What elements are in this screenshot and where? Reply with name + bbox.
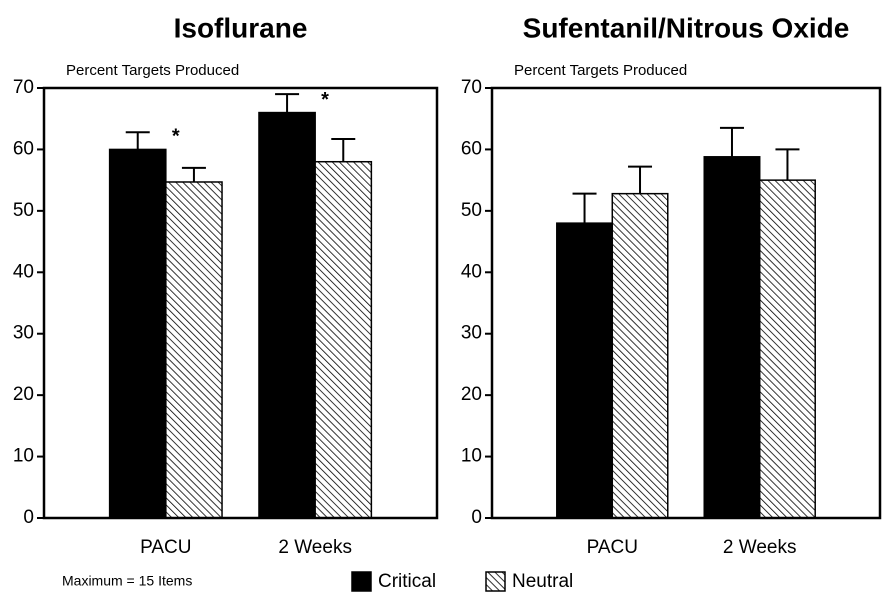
annotation: * xyxy=(172,126,180,148)
y-tick-label: 0 xyxy=(471,507,482,528)
y-tick-label: 40 xyxy=(13,261,34,282)
x-tick-label: PACU xyxy=(587,537,638,558)
bar xyxy=(258,111,316,519)
chart-title: Sufentanil/Nitrous Oxide xyxy=(523,12,850,43)
legend-label: Critical xyxy=(378,571,436,592)
y-tick-label: 70 xyxy=(13,77,34,98)
legend-swatch xyxy=(351,571,372,592)
y-tick-label: 60 xyxy=(461,138,482,159)
y-tick-label: 20 xyxy=(13,384,34,405)
legend-swatch xyxy=(485,571,506,592)
y-tick-label: 40 xyxy=(461,261,482,282)
y-axis-label: Percent Targets Produced xyxy=(66,62,239,79)
y-axis-label: Percent Targets Produced xyxy=(514,62,687,79)
y-tick-label: 30 xyxy=(13,323,34,344)
legend-label: Neutral xyxy=(512,571,573,592)
bar xyxy=(165,181,223,519)
plot-frame xyxy=(42,86,439,520)
y-tick-label: 30 xyxy=(461,323,482,344)
y-tick-label: 50 xyxy=(13,200,34,221)
x-tick-label: 2 Weeks xyxy=(278,537,352,558)
footnote: Maximum = 15 Items xyxy=(62,573,192,589)
y-tick-label: 10 xyxy=(461,446,482,467)
annotation: * xyxy=(321,89,329,111)
bar xyxy=(703,156,761,519)
plot-frame xyxy=(490,86,882,520)
y-tick-label: 60 xyxy=(13,138,34,159)
y-tick-label: 20 xyxy=(461,384,482,405)
bar xyxy=(556,222,614,519)
bar xyxy=(611,192,669,519)
y-tick-label: 70 xyxy=(461,77,482,98)
bar xyxy=(758,179,816,519)
chart-title: Isoflurane xyxy=(174,12,308,43)
bar xyxy=(108,148,167,519)
bar xyxy=(314,160,373,519)
x-tick-label: PACU xyxy=(140,537,191,558)
y-tick-label: 0 xyxy=(23,507,34,528)
y-tick-label: 50 xyxy=(461,200,482,221)
x-tick-label: 2 Weeks xyxy=(723,537,797,558)
y-tick-label: 10 xyxy=(13,446,34,467)
